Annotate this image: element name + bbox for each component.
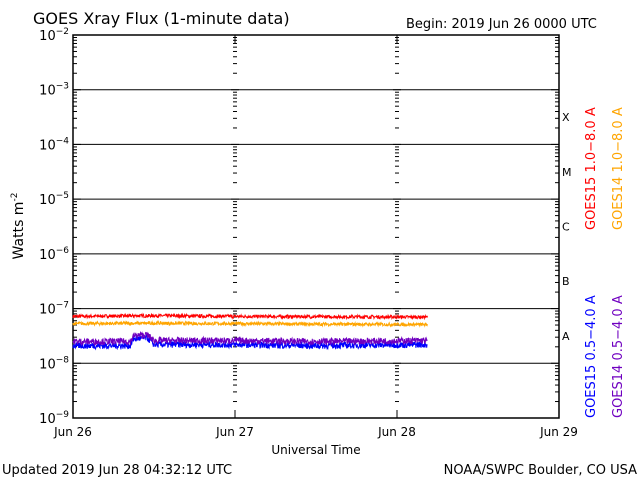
- flare-class-label: C: [562, 221, 570, 234]
- x-tick-label: Jun 28: [377, 425, 416, 439]
- footer-updated: Updated 2019 Jun 28 04:32:12 UTC: [2, 463, 232, 478]
- y-tick-label: 10−3: [39, 82, 69, 99]
- legend-entry: GOES15 1.0−8.0 A: [584, 107, 599, 230]
- flare-class-label: B: [562, 275, 570, 288]
- x-tick-label: Jun 29: [539, 425, 578, 439]
- footer-credit: NOAA/SWPC Boulder, CO USA: [444, 463, 637, 478]
- x-axis-label: Universal Time: [271, 443, 360, 457]
- x-tick-label: Jun 26: [53, 425, 92, 439]
- flare-class-label: A: [562, 330, 570, 343]
- flare-class-label: M: [562, 166, 572, 179]
- y-axis-label: Watts m-2: [10, 193, 27, 260]
- flare-class-label: X: [562, 111, 570, 124]
- series-line-1: [72, 319, 428, 328]
- series-line-0: [72, 312, 428, 321]
- plot-frame: [72, 34, 560, 419]
- series-line-3: [72, 330, 428, 347]
- y-tick-label: 10−5: [39, 191, 69, 208]
- begin-label: Begin: 2019 Jun 26 0000 UTC: [406, 17, 597, 32]
- legend-entry: GOES14 0.5−4.0 A: [611, 295, 626, 418]
- y-tick-label: 10−8: [39, 355, 69, 372]
- y-tick-label: 10−6: [39, 246, 69, 263]
- y-tick-label: 10−2: [39, 27, 69, 44]
- y-tick-label: 10−7: [39, 301, 69, 318]
- x-tick-label: Jun 27: [215, 425, 254, 439]
- legend-entry: GOES14 1.0−8.0 A: [611, 107, 626, 230]
- y-tick-label: 10−4: [39, 136, 69, 153]
- chart-title: GOES Xray Flux (1-minute data): [33, 9, 290, 28]
- legend-entry: GOES15 0.5−4.0 A: [584, 295, 599, 418]
